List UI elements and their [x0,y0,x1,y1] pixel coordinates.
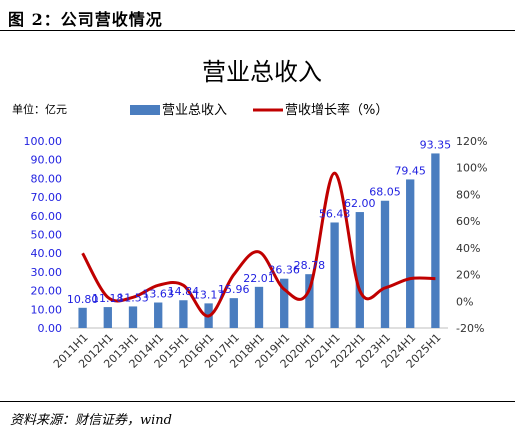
bar [431,153,440,328]
right-tick-label: 40% [456,242,480,255]
legend-bar-swatch [130,105,160,115]
unit-label: 单位：亿元 [12,102,67,116]
bar [280,278,289,328]
legend-bar-label: 营业总收入 [162,103,227,118]
bar-data-label: 26.36 [268,264,300,277]
bar [380,200,390,328]
right-tick-label: 100% [456,162,487,175]
bar-data-label: 56.43 [319,207,351,220]
left-tick-label: 70.00 [31,191,63,204]
x-axis-ticks: 2011H12012H12013H12014H12015H12016H12017… [51,331,444,371]
left-tick-label: 50.00 [31,229,63,242]
top-rule [0,30,515,31]
bar-data-label: 11.53 [117,291,149,304]
left-axis: 0.00 10.00 20.00 30.00 40.00 50.00 60.00 70.00 8… [24,135,63,335]
left-tick-label: 0.00 [38,322,63,335]
left-tick-label: 10.00 [31,303,63,316]
bar [229,298,238,328]
bar [78,307,87,328]
growth-rate-line [81,171,436,318]
left-tick-label: 90.00 [31,154,63,167]
bottom-rule [0,401,515,402]
bar-data-label: 15.96 [218,283,250,296]
left-tick-label: 80.00 [31,172,63,185]
bar-data-label: 14.84 [168,285,200,298]
left-tick-label: 100.00 [24,135,63,148]
right-tick-label: -20% [456,322,484,335]
right-tick-label: 0% [456,295,473,308]
legend-line-label: 营收增长率（%） [285,102,388,118]
right-tick-label: 120% [456,135,487,148]
left-tick-label: 30.00 [31,266,63,279]
left-tick-label: 40.00 [31,247,63,260]
bar [103,307,112,328]
chart-container: 营业总收入 单位：亿元 营业总收入 营收增长率（%） 0.00 10.00 20.0… [0,31,515,400]
bar [128,306,138,328]
bar-data-label: 22.01 [243,272,275,285]
bar-data-label: 28.78 [294,259,326,272]
bar-data-label: 11.18 [92,292,124,305]
left-tick-label: 20.00 [31,285,63,298]
legend: 营业总收入 营收增长率（%） [130,102,388,118]
bar-data-label: 10.80 [67,293,99,306]
source-note: 资料来源：财信证券，wind [10,413,172,428]
right-axis: -20% 0% 20% 40% 60% 80% 100% 120% [456,135,487,335]
bar-data-label: 13.17 [193,288,225,301]
bar [406,179,415,328]
bar-data-label: 13.63 [142,288,174,301]
bar [355,212,364,328]
bar-data-label: 93.35 [420,138,452,151]
bar [330,222,339,328]
bar-data-label: 79.45 [394,164,426,177]
revenue-chart: 营业总收入 单位：亿元 营业总收入 营收增长率（%） 0.00 10.00 20.0… [12,58,487,371]
bar [154,302,163,328]
figure-title: 图 2：公司营收情况 [8,10,163,29]
bar [254,286,264,328]
left-tick-label: 60.00 [31,210,63,223]
right-tick-label: 20% [456,269,480,282]
bar-data-labels: 10.8011.1811.5313.6314.8413.1715.9622.01… [67,138,451,305]
bar-data-label: 62.00 [344,197,376,210]
bar [305,274,314,328]
chart-title: 营业总收入 [202,58,322,86]
bar-series [78,153,440,328]
right-tick-label: 60% [456,215,480,228]
right-tick-label: 80% [456,188,480,201]
bar [179,300,188,328]
bar-data-label: 68.05 [369,186,401,199]
